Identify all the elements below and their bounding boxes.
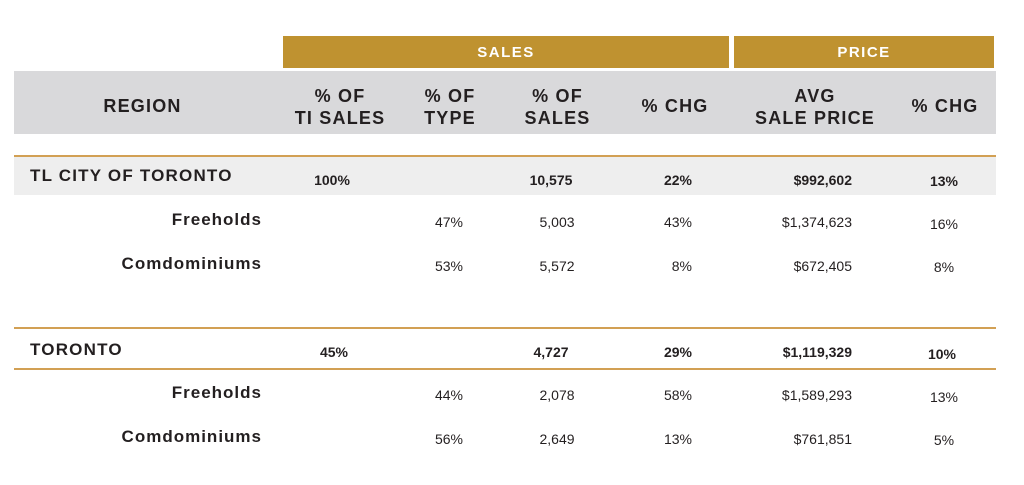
cell-pct-ti-sales: 45% bbox=[319, 344, 349, 360]
cell-sales: 5,572 bbox=[539, 258, 575, 274]
cell-sales: 10,575 bbox=[529, 172, 573, 188]
column-header-bar bbox=[14, 71, 996, 134]
region-name: TL CITY OF TORONTO bbox=[30, 166, 233, 185]
cell-pct-chg: 22% bbox=[663, 172, 692, 188]
cell-pct-chg: 8% bbox=[671, 258, 692, 274]
cell-pct-chg: 13% bbox=[663, 431, 692, 447]
sales-group-header: SALES bbox=[283, 36, 729, 68]
price-group-header: PRICE bbox=[734, 36, 994, 68]
price-group-label: PRICE bbox=[837, 43, 891, 61]
sales-group-label: SALES bbox=[477, 43, 535, 61]
header-avg-sale-price: AVG SALE PRICE bbox=[754, 86, 876, 128]
header-pct-type: % OF TYPE bbox=[424, 86, 476, 128]
cell-price-pct-chg: 16% bbox=[929, 216, 959, 232]
row-label: Comdominiums bbox=[121, 427, 262, 446]
cell-pct-type: 53% bbox=[434, 258, 464, 274]
cell-price-pct-chg: 13% bbox=[929, 389, 959, 405]
cell-price-pct-chg: 13% bbox=[929, 173, 959, 189]
cell-price-pct-chg: 5% bbox=[933, 432, 955, 448]
section-divider bbox=[14, 327, 996, 329]
header-price-pct-chg: % CHG bbox=[911, 96, 979, 116]
cell-price-pct-chg: 10% bbox=[927, 346, 957, 362]
cell-avg-sale-price: $992,602 bbox=[793, 172, 852, 188]
header-pct-chg: % CHG bbox=[641, 96, 709, 116]
summary-row-background bbox=[14, 157, 996, 195]
cell-pct-ti-sales: 100% bbox=[314, 172, 350, 188]
row-label: Freeholds bbox=[171, 383, 262, 402]
header-pct-ti-sales: % OF TI SALES bbox=[294, 86, 386, 128]
cell-price-pct-chg: 8% bbox=[933, 259, 955, 275]
row-label: Freeholds bbox=[171, 210, 262, 229]
section-divider bbox=[14, 155, 996, 157]
cell-avg-sale-price: $1,589,293 bbox=[781, 387, 852, 403]
region-name: TORONTO bbox=[30, 340, 123, 359]
header-pct-sales: % OF SALES bbox=[524, 86, 591, 128]
row-label: Comdominiums bbox=[121, 254, 262, 273]
cell-sales: 2,078 bbox=[539, 387, 575, 403]
section-divider bbox=[14, 368, 996, 370]
cell-pct-type: 56% bbox=[434, 431, 464, 447]
cell-avg-sale-price: $1,119,329 bbox=[782, 344, 852, 360]
cell-avg-sale-price: $672,405 bbox=[793, 258, 852, 274]
cell-pct-chg: 29% bbox=[663, 344, 692, 360]
cell-pct-type: 44% bbox=[434, 387, 464, 403]
cell-pct-chg: 58% bbox=[663, 387, 692, 403]
header-region: REGION bbox=[103, 96, 182, 116]
cell-avg-sale-price: $1,374,623 bbox=[781, 214, 852, 230]
cell-sales: 2,649 bbox=[539, 431, 575, 447]
cell-avg-sale-price: $761,851 bbox=[793, 431, 852, 447]
cell-sales: 4,727 bbox=[533, 344, 569, 360]
cell-pct-chg: 43% bbox=[663, 214, 692, 230]
cell-pct-type: 47% bbox=[434, 214, 464, 230]
cell-sales: 5,003 bbox=[539, 214, 575, 230]
